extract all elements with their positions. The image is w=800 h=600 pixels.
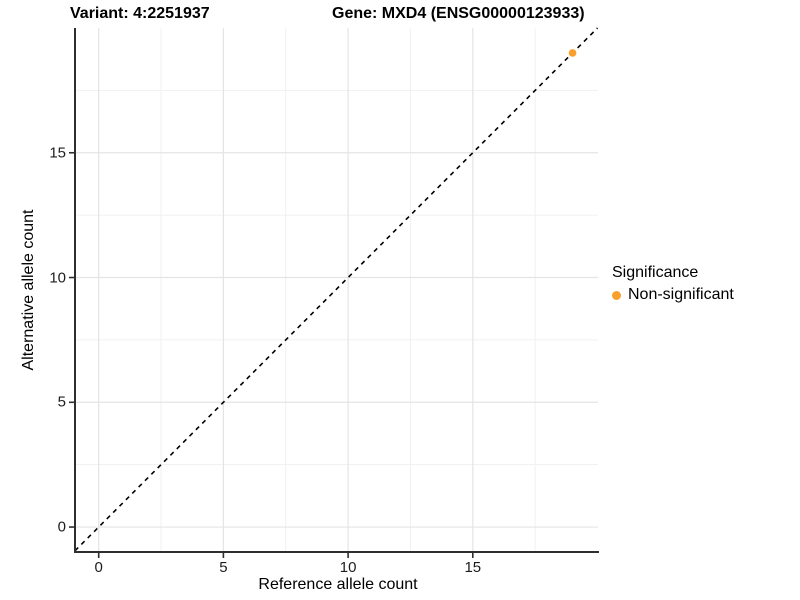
legend-item-non-significant: Non-significant <box>612 286 734 304</box>
legend-item-label: Non-significant <box>628 286 734 303</box>
plot-panel <box>69 27 599 558</box>
x-tick-label: 5 <box>219 559 228 576</box>
x-axis-title: Reference allele count <box>258 576 418 593</box>
data-point <box>568 49 577 57</box>
x-tick-label: 10 <box>339 559 357 576</box>
legend-title: Significance <box>612 264 699 281</box>
identity-dashed-line <box>74 27 599 552</box>
orange-point-icon <box>612 290 621 300</box>
scatter-plot-canvas <box>69 27 599 558</box>
x-tick-label: 0 <box>94 559 103 576</box>
y-tick-label: 15 <box>49 144 66 162</box>
y-axis-line <box>74 28 76 553</box>
x-axis-line <box>74 551 599 553</box>
legend: Significance Non-significant <box>612 264 734 304</box>
plot-title-variant: Variant: 4:2251937 <box>70 5 210 22</box>
y-axis-title: Alternative allele count <box>20 209 37 371</box>
y-tick-label: 0 <box>57 518 66 536</box>
plot-title-gene: Gene: MXD4 (ENSG00000123933) <box>332 5 585 22</box>
y-tick-label: 10 <box>49 269 66 287</box>
y-tick-label: 5 <box>57 393 66 411</box>
x-tick-label: 15 <box>464 559 482 576</box>
